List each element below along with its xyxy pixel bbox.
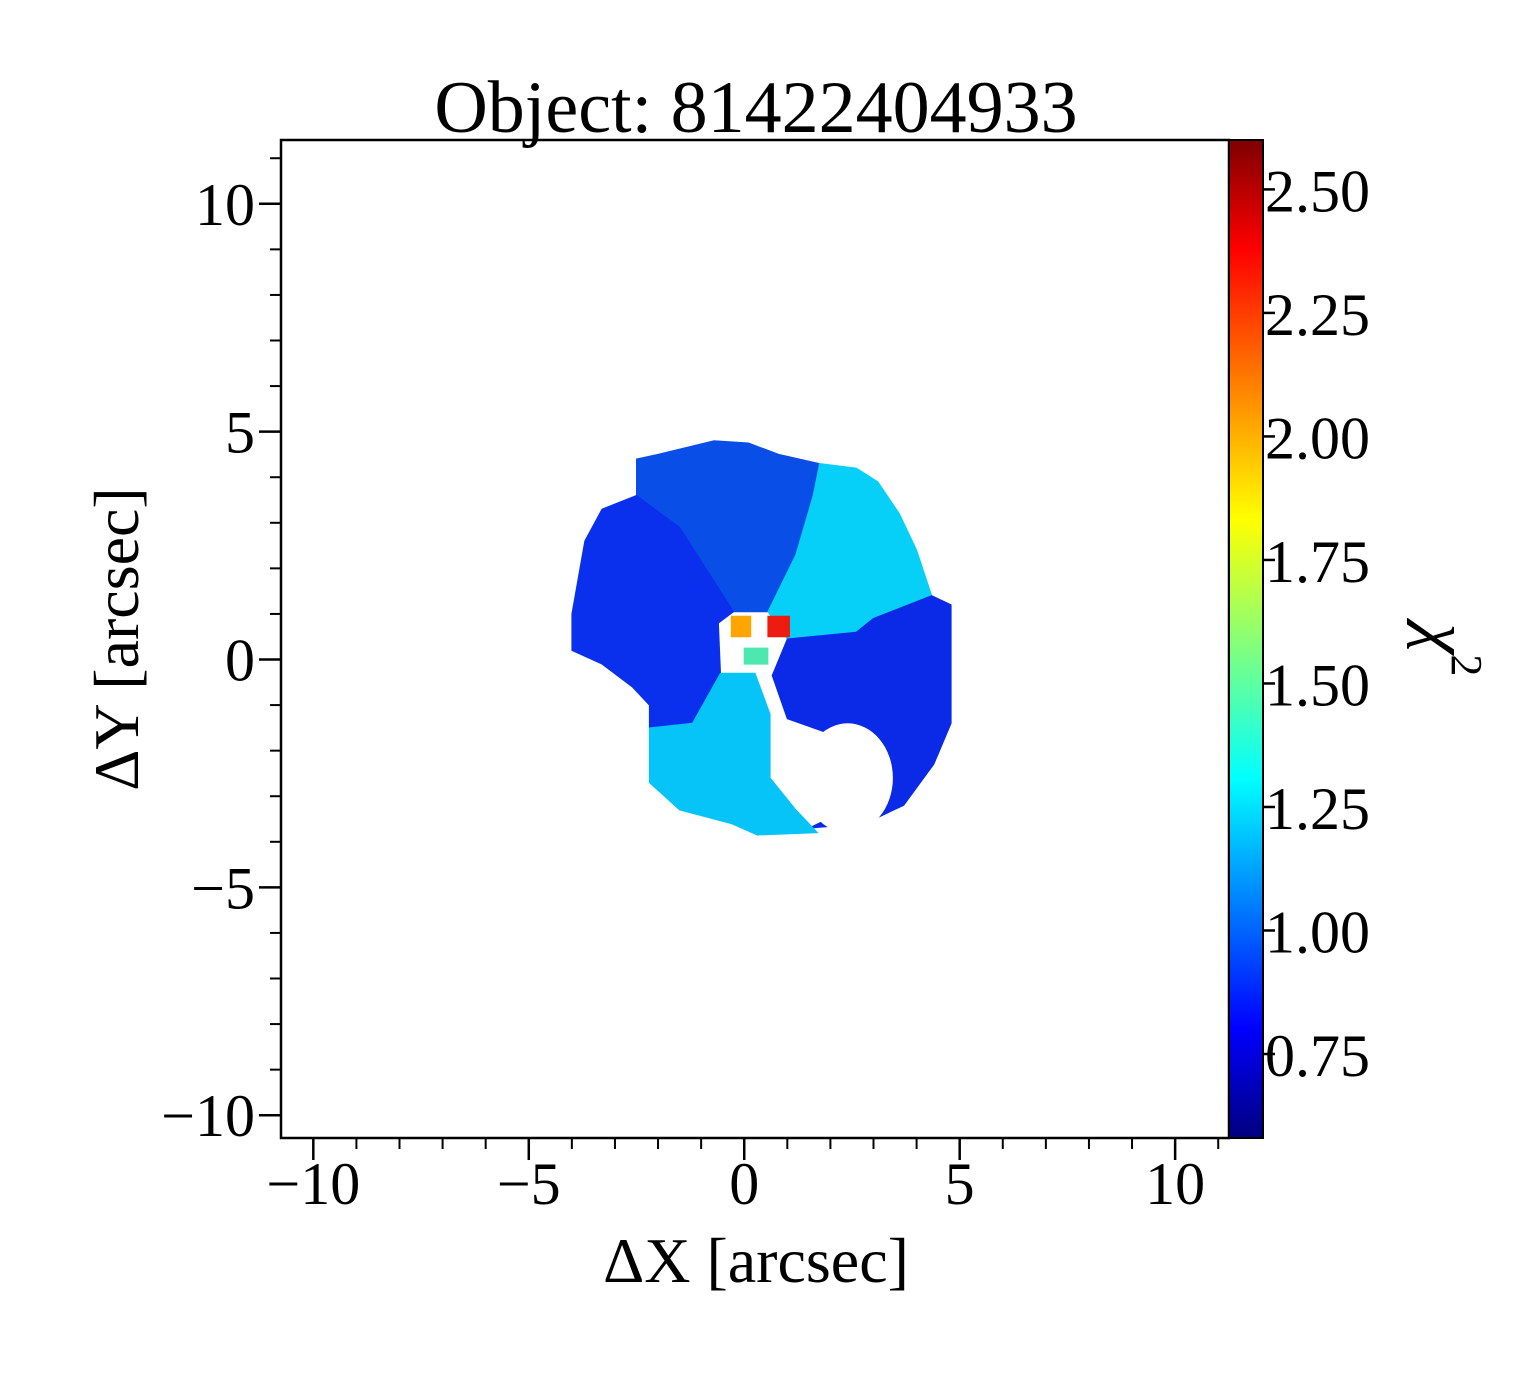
colorbar-tick-label: 1.25 [1265, 776, 1370, 842]
x-tick-label: −10 [266, 1151, 360, 1217]
bin-south [648, 672, 819, 836]
x-tick-label: 0 [729, 1151, 759, 1217]
chart-title: Object: 81422404933 [434, 67, 1077, 149]
colorbar-label-base: χ [1406, 618, 1483, 657]
bin-center-west [730, 615, 752, 638]
mask-layer [802, 723, 893, 833]
bins-layer [571, 440, 952, 836]
colorbar-tick-label: 1.00 [1265, 899, 1370, 965]
x-axis-ticks: −10 −5 0 5 10 [266, 1138, 1220, 1217]
y-tick-label: 10 [195, 172, 255, 238]
masked-region [802, 723, 893, 833]
bin-center-east [767, 615, 790, 638]
x-tick-label: 5 [945, 1151, 975, 1217]
colorbar-tick-label: 2.00 [1265, 405, 1370, 471]
bin-center [743, 647, 769, 665]
y-axis-ticks: −10 −5 0 5 10 [161, 157, 281, 1149]
y-tick-label: 5 [225, 400, 255, 466]
y-axis-label: ΔY [arcsec] [81, 487, 152, 790]
y-tick-label: 0 [225, 628, 255, 694]
colorbar-tick-label: 2.25 [1265, 282, 1370, 348]
y-tick-label: −5 [191, 855, 255, 921]
colorbar-tick-label: 1.75 [1265, 529, 1370, 595]
y-tick-label: −10 [161, 1083, 255, 1149]
colorbar-label: χ2 [1406, 618, 1491, 677]
colorbar-tick-label: 0.75 [1265, 1023, 1370, 1089]
x-axis-label: ΔX [arcsec] [603, 1225, 909, 1296]
colorbar [1228, 139, 1264, 1139]
colorbar-tick-label: 2.50 [1265, 158, 1370, 224]
colorbar-label-sup: 2 [1442, 654, 1491, 676]
colorbar-tick-label: 1.50 [1265, 652, 1370, 718]
plot-frame [279, 138, 1231, 1140]
x-tick-label: −5 [497, 1151, 561, 1217]
x-tick-label: 10 [1145, 1151, 1205, 1217]
colorbar-ticks: 0.75 1.00 1.25 1.50 1.75 2.00 2.25 2.50 [1263, 158, 1370, 1089]
bin-east [771, 595, 952, 829]
